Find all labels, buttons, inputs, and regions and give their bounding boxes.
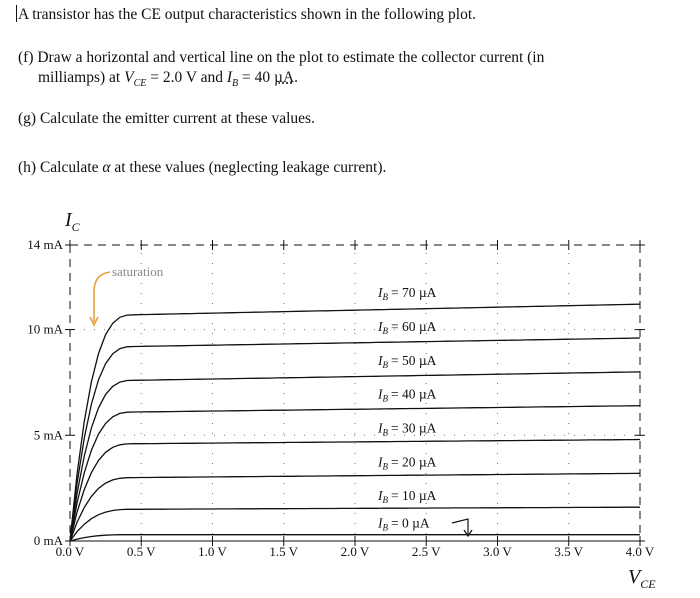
- y-axis-title: IC: [64, 209, 81, 234]
- part-f-line2: milliamps) at VCE = 2.0 V and IB = 40 µA…: [38, 69, 299, 90]
- curve-ib-70: [69, 303, 641, 542]
- series-label-ib-60: IB = 60 µA: [377, 319, 437, 336]
- x-tick-label: 3.0 V: [483, 544, 512, 559]
- labels-layer: 0.0 V 0.5 V 1.0 V 1.5 V 2.0 V 2.5 V 3.0 V 3.5 V…: [27, 209, 656, 591]
- series-label-ib-50: IB = 50 µA: [377, 353, 437, 370]
- zero-label-arrowhead: [463, 529, 473, 538]
- x-tick-label: 2.5 V: [412, 544, 441, 559]
- x-tick-label: 1.5 V: [269, 544, 298, 559]
- series-label-ib-70: IB = 70 µA: [377, 285, 437, 302]
- curve-ib-50: [69, 371, 641, 542]
- series-label-ib-10: IB = 10 µA: [377, 488, 437, 505]
- x-tick-label: 1.0 V: [198, 544, 227, 559]
- unit-microamp: µA: [274, 69, 295, 86]
- saturation-arrowhead: [89, 316, 99, 327]
- part-h: (h) Calculate α at these values (neglect…: [18, 159, 387, 176]
- series-label-ib-0: IB = 0 µA: [377, 516, 430, 533]
- curve-ib-0: [69, 534, 640, 542]
- series-label-ib-30: IB = 30 µA: [377, 421, 437, 438]
- curve-ib-60: [69, 337, 641, 542]
- series-label-ib-20: IB = 20 µA: [377, 454, 437, 471]
- curve-ib-40: [69, 405, 641, 542]
- grid-layer: [74, 253, 640, 541]
- part-g: (g) Calculate the emitter current at the…: [18, 110, 315, 127]
- x-tick-label: 4.0 V: [626, 544, 655, 559]
- y-tick-label: 14 mA: [27, 237, 63, 252]
- curve-ib-10: [69, 506, 640, 542]
- saturation-label: saturation: [112, 264, 164, 279]
- x-tick-label: 2.0 V: [341, 544, 370, 559]
- y-tick-label: 0 mA: [34, 533, 64, 548]
- x-tick-label: 0.0 V: [56, 544, 85, 559]
- x-axis-title: VCE: [628, 566, 656, 591]
- y-tick-label: 10 mA: [27, 322, 63, 337]
- text-cursor: [16, 5, 17, 22]
- x-tick-label: 0.5 V: [127, 544, 156, 559]
- zero-label-arrow: [451, 518, 469, 534]
- x-tick-label: 3.5 V: [554, 544, 583, 559]
- question-intro: A transistor has the CE output character…: [16, 5, 477, 23]
- saturation-arrow: [93, 271, 111, 322]
- curve-ib-30: [69, 438, 641, 542]
- series-label-ib-40: IB = 40 µA: [377, 387, 437, 404]
- y-tick-label: 5 mA: [34, 427, 64, 442]
- curve-ib-20: [69, 472, 641, 542]
- curves-layer: [69, 303, 641, 542]
- part-f-line1: (f) Draw a horizontal and vertical line …: [18, 49, 545, 66]
